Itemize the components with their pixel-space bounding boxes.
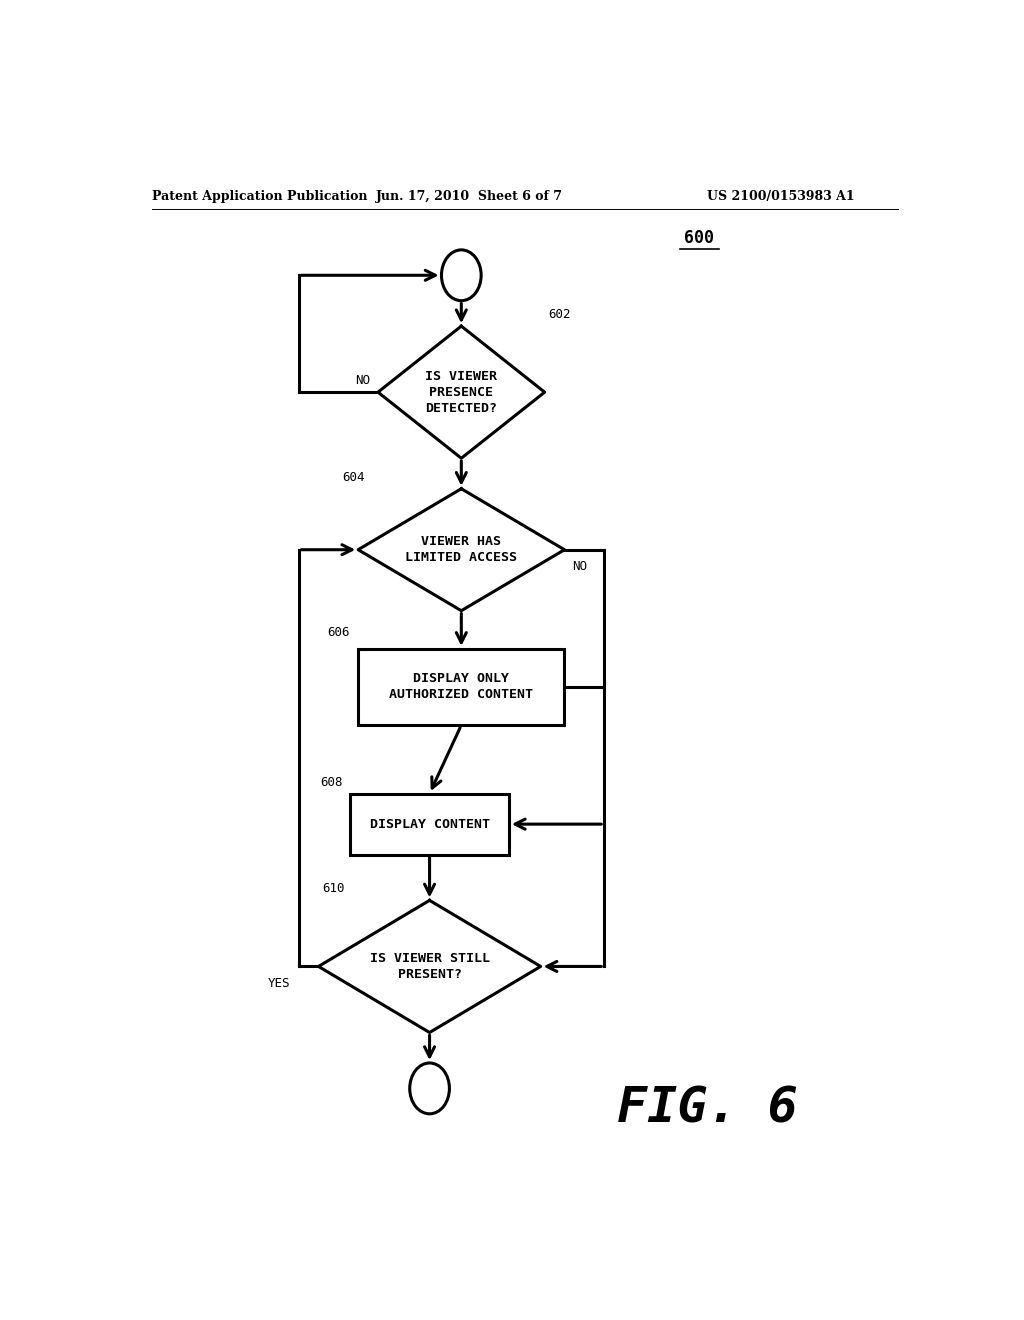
Text: US 2100/0153983 A1: US 2100/0153983 A1	[708, 190, 855, 202]
Text: Jun. 17, 2010  Sheet 6 of 7: Jun. 17, 2010 Sheet 6 of 7	[376, 190, 563, 202]
Text: 610: 610	[323, 882, 345, 895]
Text: 602: 602	[549, 308, 571, 321]
Text: YES: YES	[268, 977, 291, 990]
Text: NO: NO	[572, 560, 588, 573]
FancyBboxPatch shape	[350, 793, 509, 854]
Text: 608: 608	[319, 776, 342, 788]
Text: Patent Application Publication: Patent Application Publication	[152, 190, 368, 202]
Text: 604: 604	[342, 471, 365, 483]
Text: VIEWER HAS
LIMITED ACCESS: VIEWER HAS LIMITED ACCESS	[406, 535, 517, 564]
Text: DISPLAY CONTENT: DISPLAY CONTENT	[370, 817, 489, 830]
Text: 600: 600	[684, 228, 715, 247]
Text: DISPLAY ONLY
AUTHORIZED CONTENT: DISPLAY ONLY AUTHORIZED CONTENT	[389, 672, 534, 701]
Text: IS VIEWER STILL
PRESENT?: IS VIEWER STILL PRESENT?	[370, 952, 489, 981]
FancyBboxPatch shape	[358, 649, 564, 725]
Text: IS VIEWER
PRESENCE
DETECTED?: IS VIEWER PRESENCE DETECTED?	[425, 370, 498, 414]
Text: FIG. 6: FIG. 6	[616, 1085, 798, 1133]
Text: 606: 606	[328, 626, 350, 639]
Text: NO: NO	[355, 374, 370, 387]
